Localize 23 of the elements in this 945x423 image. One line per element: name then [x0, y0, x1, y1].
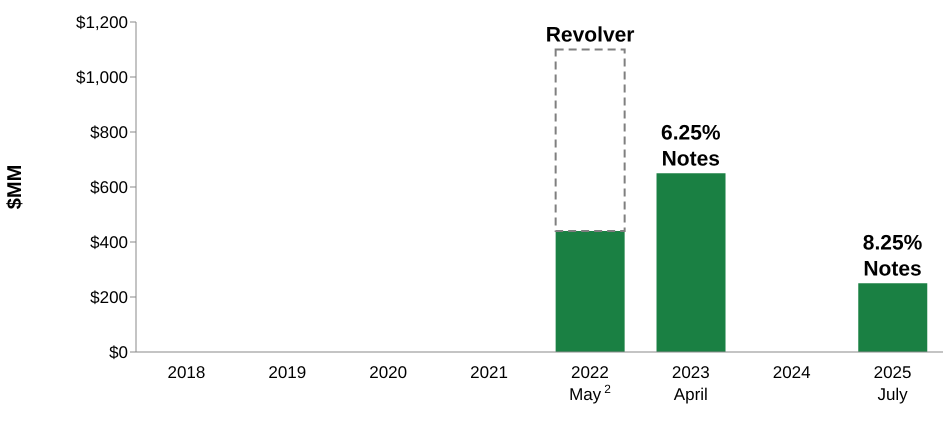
y-tick-label: $0 — [109, 343, 128, 362]
y-tick-label: $800 — [90, 123, 128, 142]
bar — [858, 283, 928, 352]
x-tick-label: 2021 — [470, 363, 508, 382]
x-tick-label: 2020 — [369, 363, 408, 382]
x-tick-label: 2024 — [772, 363, 811, 382]
x-tick-label: 2025 July — [874, 363, 912, 404]
y-tick-label: $1,200 — [76, 13, 128, 32]
y-tick-label: $600 — [90, 178, 128, 198]
y-tick-label: $200 — [90, 288, 128, 308]
bar — [656, 173, 726, 352]
x-tick-label: 2022 May$^{2}$ — [569, 363, 612, 404]
annotation: 8.25% Notes — [862, 231, 923, 280]
x-tick-label: 2018 — [168, 363, 206, 382]
series-label: Revolver — [546, 24, 634, 46]
bar — [556, 231, 625, 352]
y-tick-label: $1,000 — [76, 68, 128, 88]
y-tick-label: $400 — [90, 233, 128, 252]
x-tick-label: 2019 — [268, 363, 306, 382]
annotation: 6.25% Notes — [661, 121, 721, 170]
y-axis-title: $MM — [4, 164, 26, 210]
bar — [554, 48, 626, 232]
x-tick-label: 2023 April — [672, 363, 710, 404]
